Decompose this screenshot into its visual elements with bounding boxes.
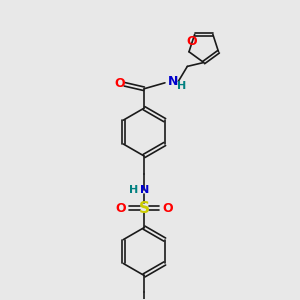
Text: S: S <box>139 201 149 216</box>
Text: H: H <box>177 81 186 92</box>
Text: O: O <box>116 202 126 215</box>
Text: N: N <box>140 185 149 195</box>
Text: N: N <box>168 75 178 88</box>
Text: O: O <box>114 77 124 90</box>
Text: H: H <box>129 185 138 195</box>
Text: O: O <box>162 202 172 215</box>
Text: O: O <box>187 35 197 48</box>
